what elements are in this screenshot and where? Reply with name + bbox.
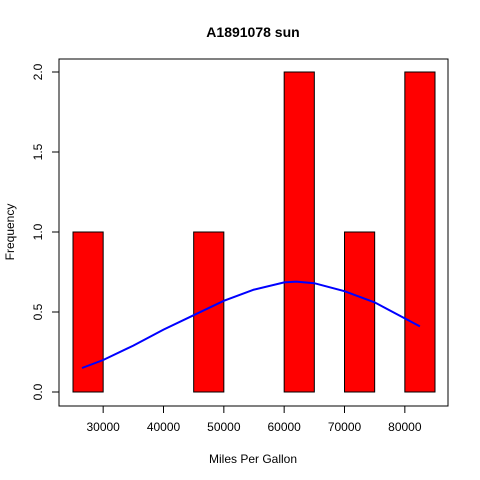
histogram-bar [72,231,104,393]
y-axis: 0.0 0.5 1.0 1.5 2.0 [31,63,60,400]
bars-group [72,71,436,393]
y-tick-label: 0.5 [31,303,45,320]
x-axis-label: Miles Per Gallon [209,452,297,466]
y-tick-label: 1.0 [31,223,45,240]
y-axis-label: Frequency [3,204,17,261]
x-tick-label: 40000 [147,420,181,434]
histogram-bar [404,71,436,393]
x-tick-label: 50000 [207,420,241,434]
x-axis: 30000 40000 50000 60000 70000 80000 [86,405,422,434]
y-tick-label: 0.0 [31,383,45,400]
y-tick-label: 1.5 [31,143,45,160]
histogram-bar [283,71,315,393]
x-tick-label: 80000 [388,420,422,434]
chart-title: A1891078 sun [206,24,299,40]
x-tick-label: 70000 [328,420,362,434]
histogram-bar [344,231,376,393]
y-tick-label: 2.0 [31,63,45,80]
density-curve [81,280,421,369]
x-tick-label: 30000 [86,420,120,434]
x-tick-label: 60000 [267,420,301,434]
